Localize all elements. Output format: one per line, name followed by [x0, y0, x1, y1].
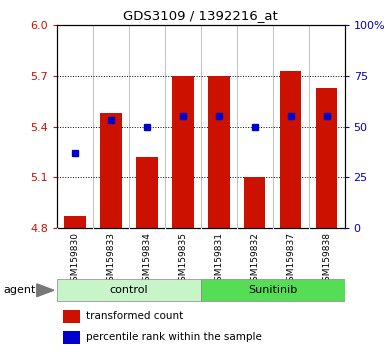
Text: percentile rank within the sample: percentile rank within the sample: [86, 332, 262, 342]
Text: GSM159835: GSM159835: [178, 232, 187, 287]
Bar: [100, 113, 122, 228]
Text: GSM159831: GSM159831: [214, 232, 223, 287]
Text: GSM159830: GSM159830: [70, 232, 79, 287]
Bar: [208, 76, 229, 228]
Bar: [172, 76, 194, 228]
Bar: [201, 279, 345, 302]
Bar: [316, 87, 337, 228]
Text: GSM159834: GSM159834: [142, 232, 151, 287]
Bar: [136, 157, 157, 228]
Bar: [244, 177, 266, 228]
Bar: [64, 216, 86, 228]
Polygon shape: [37, 284, 54, 297]
Text: GSM159833: GSM159833: [106, 232, 115, 287]
Text: GSM159838: GSM159838: [322, 232, 331, 287]
Text: Sunitinib: Sunitinib: [248, 285, 297, 295]
Text: control: control: [110, 285, 148, 295]
Text: GSM159837: GSM159837: [286, 232, 295, 287]
Bar: [63, 331, 80, 343]
Text: GSM159832: GSM159832: [250, 232, 259, 287]
Text: agent: agent: [4, 285, 36, 295]
Bar: [63, 310, 80, 323]
Bar: [57, 279, 201, 302]
Text: transformed count: transformed count: [86, 312, 183, 321]
Title: GDS3109 / 1392216_at: GDS3109 / 1392216_at: [124, 9, 278, 22]
Bar: [280, 70, 301, 228]
